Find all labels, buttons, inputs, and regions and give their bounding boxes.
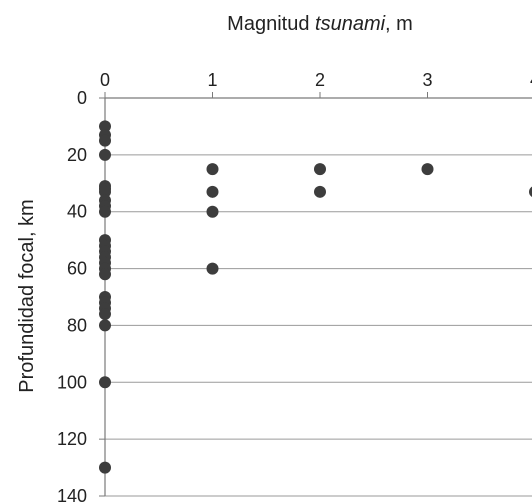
axes bbox=[99, 92, 532, 497]
x-axis-title-part: Magnitud bbox=[227, 13, 315, 35]
data-point bbox=[99, 319, 111, 332]
data-point bbox=[206, 185, 219, 198]
data-points bbox=[99, 120, 532, 474]
y-tick-label: 80 bbox=[67, 315, 87, 335]
y-tick-label: 40 bbox=[67, 202, 87, 222]
tick-labels: 01234020406080100120140 bbox=[57, 70, 532, 502]
y-tick-label: 0 bbox=[77, 88, 87, 108]
data-point bbox=[314, 185, 326, 198]
x-tick-label: 1 bbox=[207, 70, 217, 90]
y-tick-label: 60 bbox=[67, 259, 87, 279]
data-point bbox=[99, 461, 111, 474]
data-point bbox=[99, 308, 111, 321]
x-axis-title-part: tsunami bbox=[315, 13, 386, 35]
x-axis-title-part: , m bbox=[385, 13, 413, 35]
y-tick-label: 120 bbox=[57, 429, 87, 449]
data-point bbox=[314, 163, 326, 176]
data-point bbox=[206, 163, 219, 176]
data-point bbox=[206, 262, 219, 275]
x-tick-label: 3 bbox=[422, 70, 432, 90]
data-point bbox=[99, 120, 111, 133]
y-axis-title: Profundidad focal, km bbox=[16, 199, 38, 392]
x-axis-title: Magnitud tsunami, m bbox=[227, 13, 413, 35]
y-tick-label: 100 bbox=[57, 372, 87, 392]
y-tick-label: 20 bbox=[67, 145, 87, 165]
x-tick-label: 4 bbox=[530, 70, 532, 90]
data-point bbox=[206, 205, 219, 218]
x-tick-label: 2 bbox=[315, 70, 325, 90]
data-point bbox=[99, 376, 111, 389]
data-point bbox=[99, 134, 111, 147]
data-point bbox=[99, 185, 111, 198]
data-point bbox=[99, 205, 111, 218]
data-point bbox=[99, 268, 111, 281]
x-tick-label: 0 bbox=[100, 70, 110, 90]
data-point bbox=[99, 148, 111, 161]
y-tick-label: 140 bbox=[57, 486, 87, 502]
grid-lines bbox=[105, 154, 532, 497]
data-point bbox=[529, 186, 532, 198]
data-point bbox=[421, 163, 434, 176]
